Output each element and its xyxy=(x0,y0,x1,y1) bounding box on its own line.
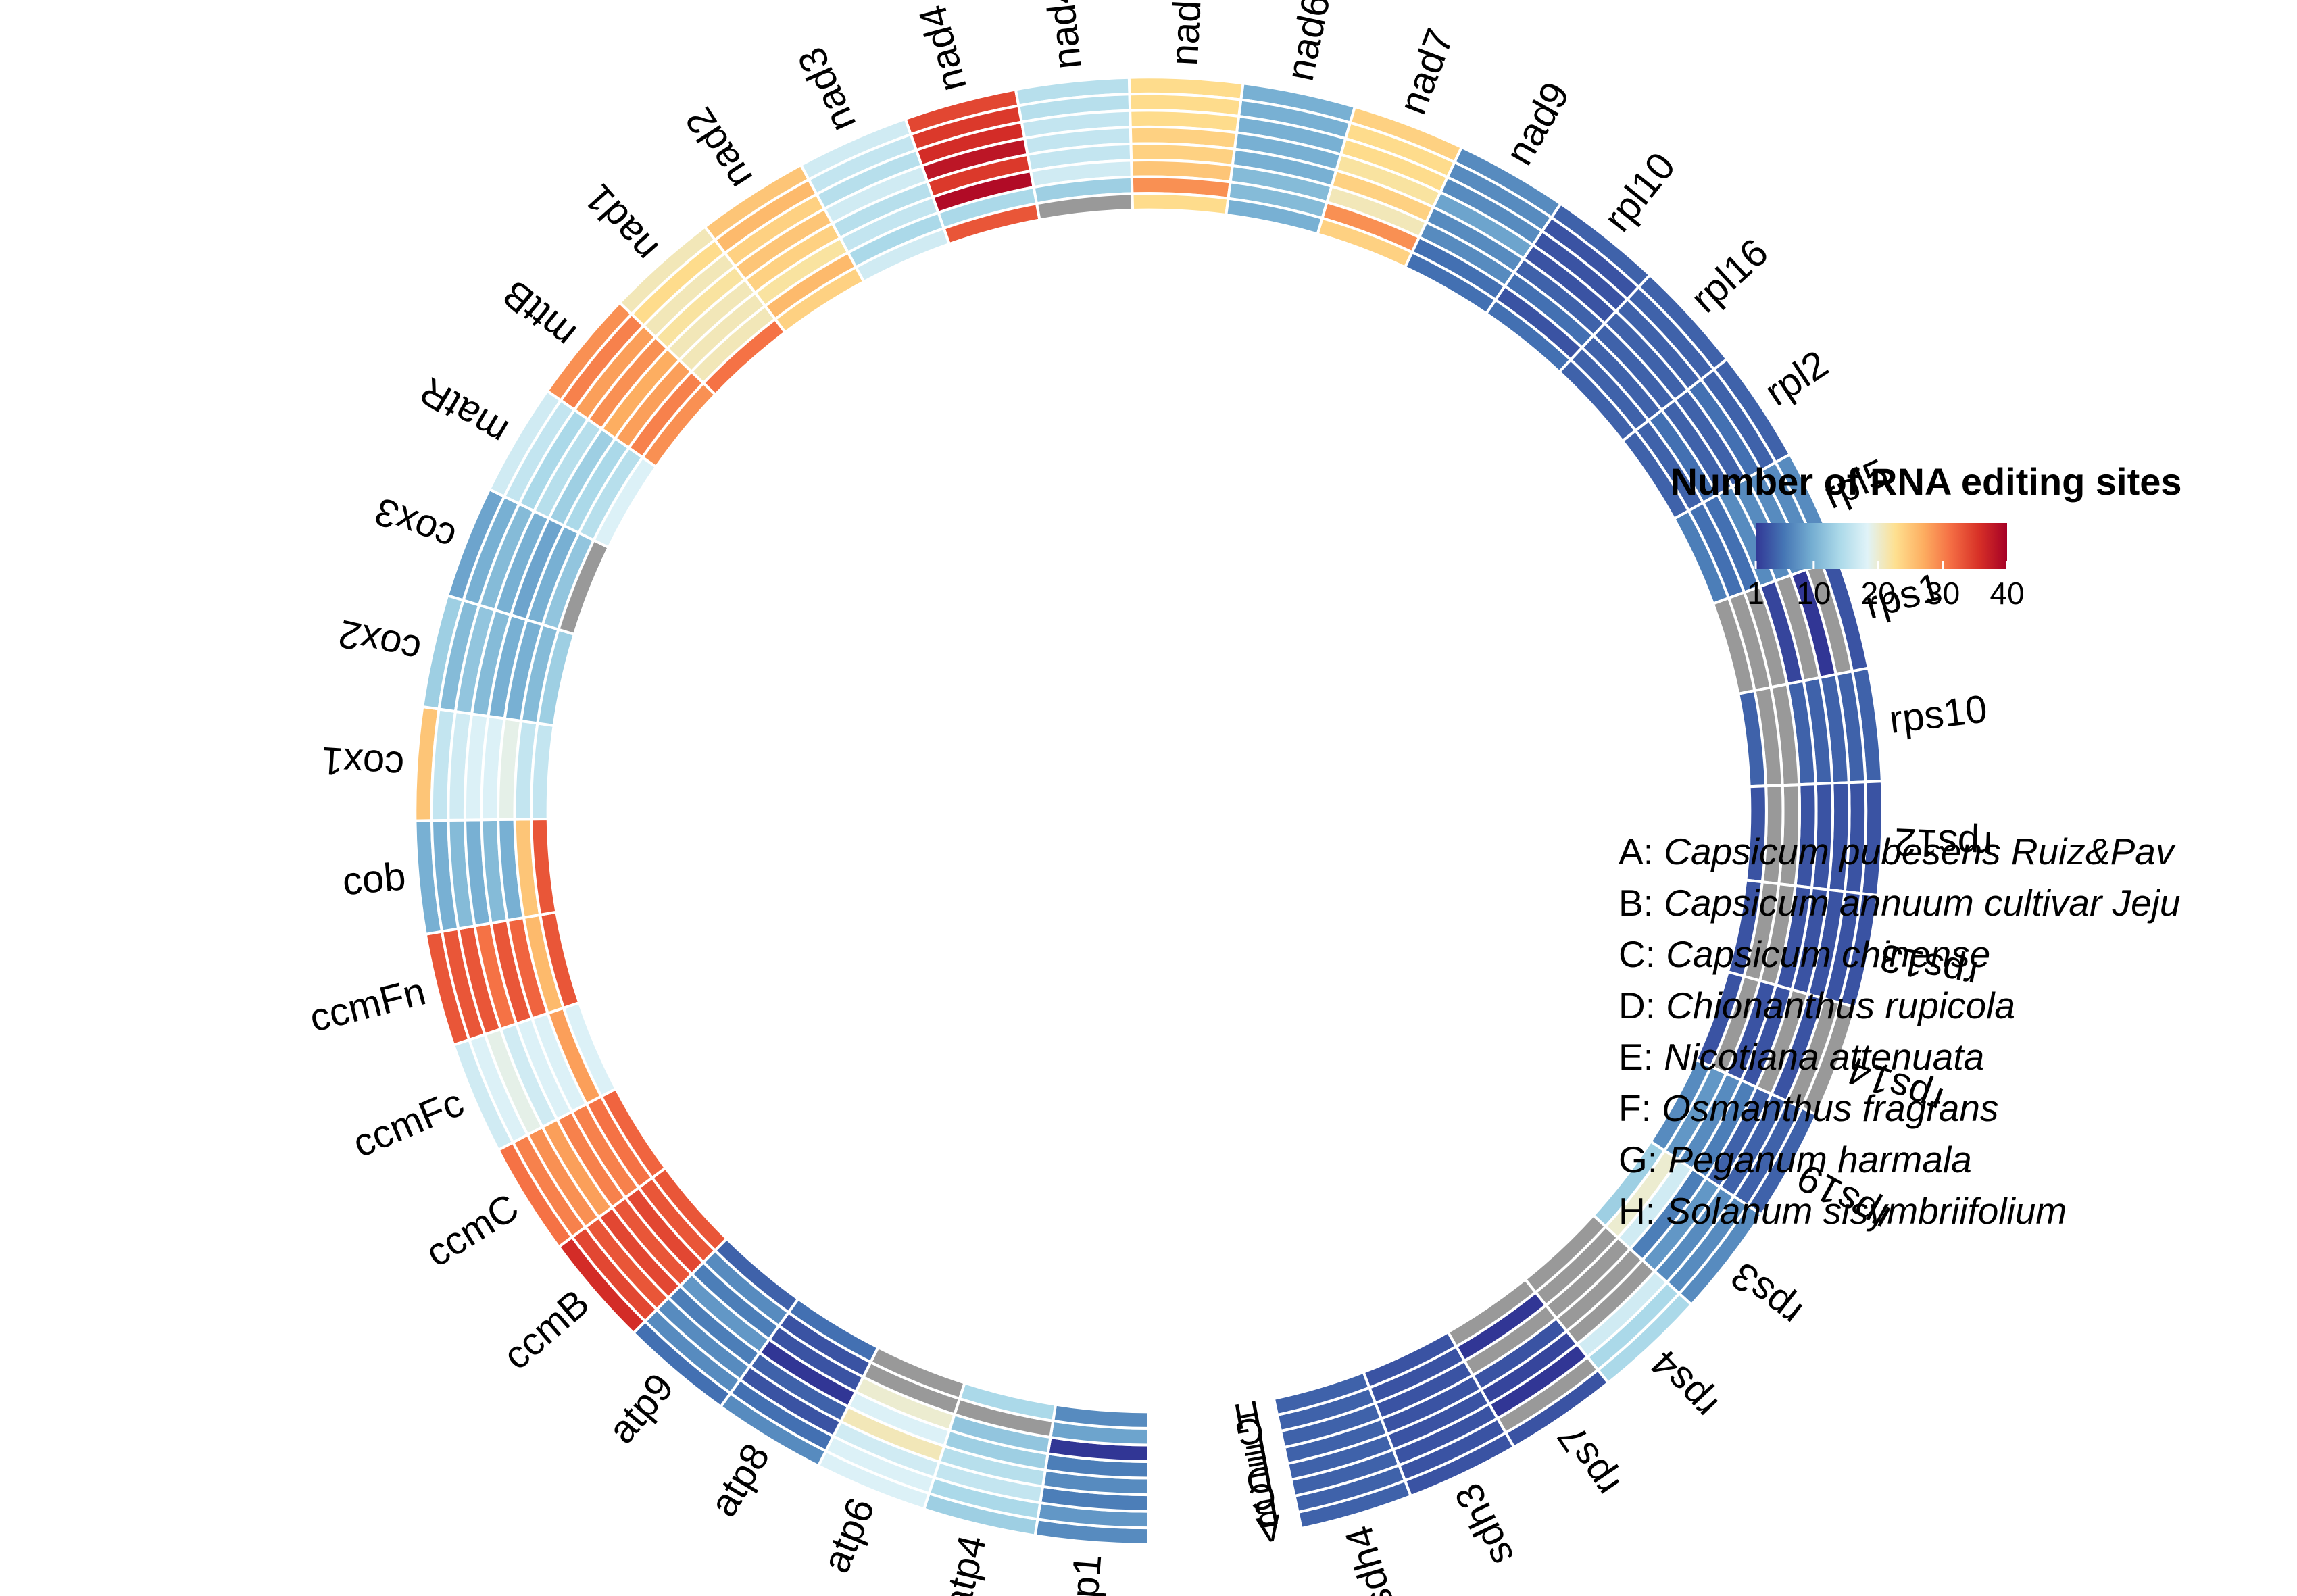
colorbar-tick-label: 20 xyxy=(1861,576,1896,611)
gene-label-cox2: cox2 xyxy=(335,611,425,672)
species-item: F: Osmanthus fragrans xyxy=(1619,1082,2180,1134)
species-item: G: Peganum harmala xyxy=(1619,1134,2180,1185)
gene-label-rps4: rps4 xyxy=(1642,1341,1727,1427)
heatmap-cell-nad5-H xyxy=(1131,192,1230,217)
species-item: A: Capsicum pubesens Ruiz&Pav xyxy=(1619,826,2180,877)
gene-label-atp8: atp8 xyxy=(701,1436,779,1524)
species-key: C: xyxy=(1619,933,1666,975)
species-item: C: Capsicum chinense xyxy=(1619,928,2180,980)
gene-label-atp6: atp6 xyxy=(814,1492,883,1579)
colorbar-tick-label: 40 xyxy=(1990,576,2024,611)
gene-label-rps3: rps3 xyxy=(1723,1253,1810,1335)
gene-label-matR: matR xyxy=(412,369,515,454)
colorbar-legend: Number of RNA editing sites xyxy=(1646,459,2206,503)
gene-label-rps12: rps12 xyxy=(1894,820,1993,867)
gene-label-atp4: atp4 xyxy=(935,1531,995,1596)
gene-label-nad7: nad7 xyxy=(1390,23,1462,120)
gene-label-nad3: nad3 xyxy=(789,41,865,139)
colorbar-tick-label: 10 xyxy=(1796,576,1831,611)
gene-label-rpl10: rpl10 xyxy=(1595,145,1683,240)
heatmap-cells xyxy=(414,76,1884,1546)
gene-label-sdh4: sdh4 xyxy=(1337,1521,1403,1596)
species-item: E: Nicotiana attenuata xyxy=(1619,1031,2180,1082)
gene-label-atp1: atp1 xyxy=(1060,1553,1110,1596)
colorbar-tick-label: 30 xyxy=(1925,576,1960,611)
species-key: G: xyxy=(1619,1139,1669,1180)
species-key: E: xyxy=(1619,1036,1664,1078)
gene-label-nad1: nad1 xyxy=(576,176,666,270)
species-name: Osmanthus fragrans xyxy=(1662,1087,1999,1129)
species-name: Nicotiana attenuata xyxy=(1664,1036,1985,1078)
colorbar-tick-label: 1 xyxy=(1747,576,1764,611)
colorbar: 1 10 20 30 40 xyxy=(1747,523,2025,611)
colorbar-title: Number of RNA editing sites xyxy=(1670,460,2182,503)
gene-label-nad5: nad5 xyxy=(1162,0,1210,67)
colorbar-ticks: 1 10 20 30 40 xyxy=(1747,561,2025,611)
species-name: Capsicum annuum cultivar Jeju xyxy=(1664,882,2181,924)
species-name: Chionanthus rupicola xyxy=(1666,984,2016,1026)
species-name: Peganum harmala xyxy=(1668,1139,1972,1180)
gene-label-nad4L: nad4L xyxy=(1035,0,1090,72)
colorbar-gradient xyxy=(1756,523,2007,569)
species-legend: A: Capsicum pubesens Ruiz&Pav B: Capsicum… xyxy=(1619,826,2180,1237)
gene-label-cob: cob xyxy=(341,854,407,903)
species-name: Capsicum pubesens Ruiz&Pav xyxy=(1664,830,2175,872)
heatmap-cell-sdh4-H xyxy=(1272,1370,1371,1417)
gene-label-rpl2: rpl2 xyxy=(1757,342,1836,415)
species-item: B: Capsicum annuum cultivar Jeju xyxy=(1619,877,2180,928)
gene-label-nad4: nad4 xyxy=(910,1,975,96)
gene-label-cox1: cox1 xyxy=(320,739,405,788)
species-key: D: xyxy=(1619,984,1666,1026)
gene-label-rps7: rps7 xyxy=(1549,1416,1628,1504)
species-key: B: xyxy=(1619,882,1664,924)
species-name: Solanum sisymbriifolium xyxy=(1666,1190,2067,1232)
gene-label-nad9: nad9 xyxy=(1497,75,1578,172)
gene-label-ccmB: ccmB xyxy=(495,1281,597,1378)
species-name: Capsicum chinense xyxy=(1666,933,1991,975)
gene-label-nad6: nad6 xyxy=(1278,0,1339,84)
species-key: H: xyxy=(1619,1190,1666,1232)
species-item: D: Chionanthus rupicola xyxy=(1619,980,2180,1031)
gene-label-mttB: mttB xyxy=(494,272,584,357)
species-key: F: xyxy=(1619,1087,1662,1129)
gene-label-sdh3: sdh3 xyxy=(1446,1476,1523,1572)
species-item: H: Solanum sisymbriifolium xyxy=(1619,1185,2180,1237)
gene-label-atp9: atp9 xyxy=(599,1365,682,1451)
gene-label-cox3: cox3 xyxy=(368,489,462,559)
gene-label-rps10: rps10 xyxy=(1887,687,1990,742)
gene-label-rpl16: rpl16 xyxy=(1683,230,1777,321)
heatmap-cell-cox1-H xyxy=(530,722,555,821)
gene-label-ccmC: ccmC xyxy=(418,1185,526,1276)
gene-label-ccmFn: ccmFn xyxy=(305,969,430,1041)
gene-label-nad2: nad2 xyxy=(677,100,761,197)
gene-label-ccmFc: ccmFc xyxy=(347,1080,470,1166)
species-key: A: xyxy=(1619,830,1664,872)
